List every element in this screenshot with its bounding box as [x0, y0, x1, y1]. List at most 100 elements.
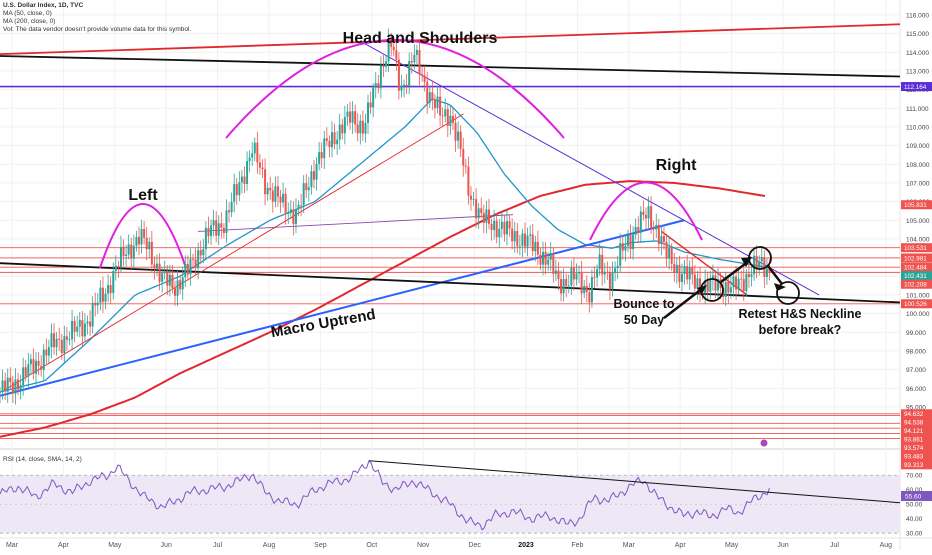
candle-body-215	[552, 253, 555, 274]
candle-body-127	[325, 138, 328, 141]
price-badge-15	[901, 460, 932, 470]
candle-body-234	[601, 254, 604, 275]
candle-body-95	[243, 176, 246, 184]
candle-body-183	[469, 195, 472, 200]
candle-body-52	[132, 245, 135, 259]
candle-body-19	[47, 347, 50, 356]
candle-body-68	[174, 288, 177, 296]
candle-body-290	[745, 273, 748, 292]
candle-body-99	[253, 142, 256, 154]
candle-body-50	[127, 244, 130, 255]
candle-body-244	[626, 235, 629, 246]
price-badge-4	[901, 253, 932, 263]
candle-body-164	[421, 74, 424, 76]
candle-body-15	[37, 360, 40, 366]
candle-body-42	[107, 285, 110, 294]
candle-body-34	[86, 321, 89, 324]
candle-body-220	[565, 279, 568, 287]
candle-body-114	[292, 209, 295, 225]
candle-body-72	[184, 263, 187, 278]
candle-body-233	[598, 254, 601, 270]
y-tick-10: 105.000	[906, 218, 930, 225]
candle-body-56	[143, 228, 146, 238]
candle-body-88	[225, 210, 228, 233]
symbol-line: U.S. Dollar Index, 1D, TVC	[3, 2, 84, 9]
candle-body-158	[405, 84, 408, 86]
candle-body-33	[83, 323, 86, 337]
price-badge-label-4: 102.981	[904, 255, 927, 262]
candle-body-111	[284, 193, 287, 215]
candle-body-12	[29, 359, 32, 365]
ma200-line	[0, 180, 766, 438]
y-tick-12: 107.000	[906, 180, 930, 187]
candle-body-201	[516, 231, 519, 247]
candle-body-101	[258, 162, 261, 168]
chart-legend: U.S. Dollar Index, 1D, TVC MA (50, close…	[3, 2, 191, 34]
y-tick-1: 96.000	[906, 386, 926, 393]
candle-body-153	[392, 46, 395, 51]
candle-body-115	[294, 209, 297, 225]
candle-body-59	[150, 241, 153, 265]
price-badge-13	[901, 443, 932, 453]
candle-body-120	[307, 187, 310, 191]
candle-body-124	[318, 152, 321, 164]
candle-body-106	[271, 190, 274, 202]
candle-body-22	[55, 338, 58, 348]
candle-body-161	[413, 54, 416, 63]
candle-body-276	[709, 279, 712, 292]
candle-body-212	[544, 251, 547, 265]
candle-body-37	[94, 302, 97, 306]
candle-body-194	[498, 228, 501, 238]
candle-body-97	[248, 157, 251, 162]
candle-body-243	[624, 245, 627, 251]
candle-body-157	[403, 84, 406, 87]
candle-body-7	[17, 379, 20, 390]
candle-body-149	[382, 65, 385, 67]
candle-body-209	[536, 241, 539, 255]
candle-body-256	[657, 224, 660, 245]
candle-body-130	[333, 132, 336, 145]
candle-body-298	[765, 268, 768, 277]
candle-body-150	[385, 61, 388, 67]
candle-body-187	[480, 208, 483, 214]
candle-body-83	[212, 220, 215, 226]
candle-body-207	[531, 234, 534, 252]
candle-body-5	[11, 382, 14, 394]
candle-body-100	[256, 142, 259, 163]
candle-body-163	[418, 50, 421, 75]
candle-body-267	[686, 266, 689, 280]
candle-body-54	[137, 236, 140, 245]
candle-body-173	[444, 109, 447, 117]
price-badge-label-6: 102.431	[904, 273, 927, 280]
candle-body-84	[215, 220, 218, 236]
candle-body-66	[168, 274, 171, 286]
candle-body-188	[482, 213, 485, 223]
bounce-arrow-shaft	[663, 287, 704, 319]
price-badge-8	[901, 299, 932, 309]
candle-body-170	[436, 96, 439, 109]
candle-body-182	[467, 166, 470, 196]
vol-legend: Vol: The data vendor doesn't provide vol…	[3, 26, 192, 33]
candle-body-262	[673, 263, 676, 273]
candle-body-208	[534, 241, 537, 252]
candle-body-225	[578, 272, 581, 274]
x-tick-16: Jul	[830, 542, 839, 549]
candle-body-129	[330, 132, 333, 148]
candle-body-235	[603, 271, 606, 275]
candle-body-132	[338, 124, 341, 140]
candle-body-78	[199, 250, 202, 256]
candle-body-67	[171, 274, 174, 289]
annotation-marks	[663, 246, 800, 447]
candle-body-288	[740, 278, 743, 280]
candle-body-55	[140, 228, 143, 245]
price-badge-14	[901, 451, 932, 461]
candle-body-58	[148, 241, 151, 250]
bounce-label-1: Bounce to	[613, 297, 674, 311]
candle-body-264	[678, 264, 681, 282]
candle-body-128	[328, 140, 331, 148]
candle-body-232	[596, 269, 599, 278]
candle-body-62	[158, 263, 161, 282]
candle-body-177	[454, 122, 457, 141]
candle-body-21	[53, 333, 56, 348]
